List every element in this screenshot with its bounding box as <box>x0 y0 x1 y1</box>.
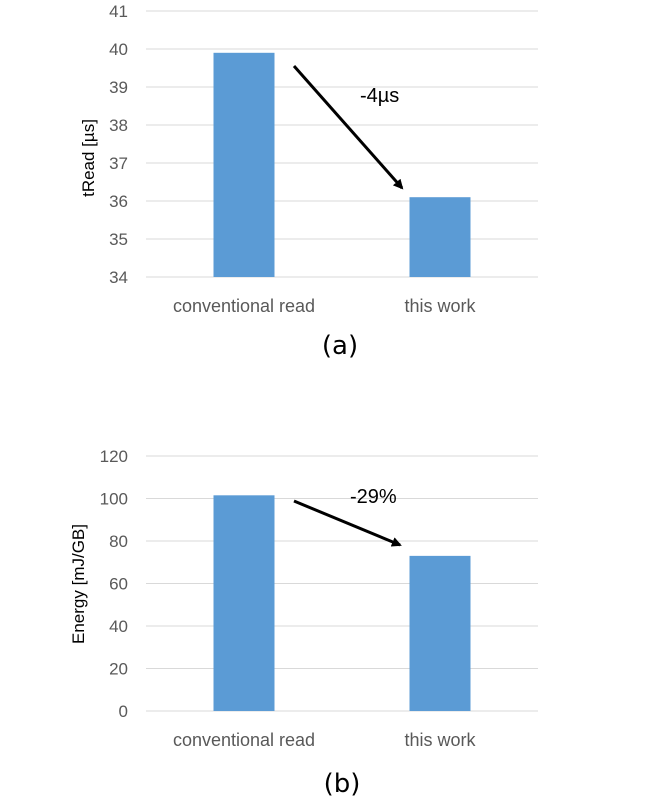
x-category-label: this work <box>404 730 476 750</box>
y-tick-label: 0 <box>119 702 128 721</box>
bar <box>409 555 471 711</box>
chart-b-energy: 0 20 40 60 80 100 120 conventional read this wo… <box>69 447 538 799</box>
bar <box>213 52 275 277</box>
chart-b-gridlines <box>146 455 538 712</box>
y-tick-label: 36 <box>109 192 128 211</box>
chart-b-annotation-text: -29% <box>350 486 397 508</box>
x-category-label: this work <box>404 296 476 316</box>
y-tick-label: 40 <box>109 40 128 59</box>
y-tick-label: 40 <box>109 617 128 636</box>
x-category-label: conventional read <box>173 730 315 750</box>
x-category-label: conventional read <box>173 296 315 316</box>
chart-a-x-categories: conventional read this work <box>173 296 477 316</box>
y-tick-label: 34 <box>109 268 128 287</box>
chart-a-y-ticks: 34 35 36 37 38 39 40 41 <box>109 2 128 287</box>
y-tick-label: 39 <box>109 78 128 97</box>
chart-a-annotation-text: -4µs <box>360 85 399 107</box>
y-tick-label: 41 <box>109 2 128 21</box>
chart-a-bars <box>213 52 471 277</box>
chart-b-y-axis-label: Energy [mJ/GB] <box>69 524 88 644</box>
chart-b-y-ticks: 0 20 40 60 80 100 120 <box>100 447 128 721</box>
y-tick-label: 38 <box>109 116 128 135</box>
y-tick-label: 120 <box>100 447 128 466</box>
bar <box>409 197 471 277</box>
chart-a-y-axis-label: tRead [µs] <box>79 119 98 197</box>
chart-a-annotation-arrow <box>292 65 404 190</box>
y-tick-label: 35 <box>109 230 128 249</box>
y-tick-label: 60 <box>109 575 128 594</box>
chart-b-annotation-arrow <box>293 499 402 547</box>
y-tick-label: 80 <box>109 532 128 551</box>
chart-a-panel-label: (a) <box>322 331 358 361</box>
y-tick-label: 20 <box>109 660 128 679</box>
bar <box>213 495 275 711</box>
y-tick-label: 100 <box>100 490 128 509</box>
chart-b-x-categories: conventional read this work <box>173 730 477 750</box>
y-tick-label: 37 <box>109 154 128 173</box>
chart-a-tread: 34 35 36 37 38 39 40 41 conventional read this w… <box>79 2 538 361</box>
chart-b-panel-label: (b) <box>324 769 361 799</box>
chart-a-gridlines <box>146 10 538 278</box>
chart-b-bars <box>213 495 471 711</box>
